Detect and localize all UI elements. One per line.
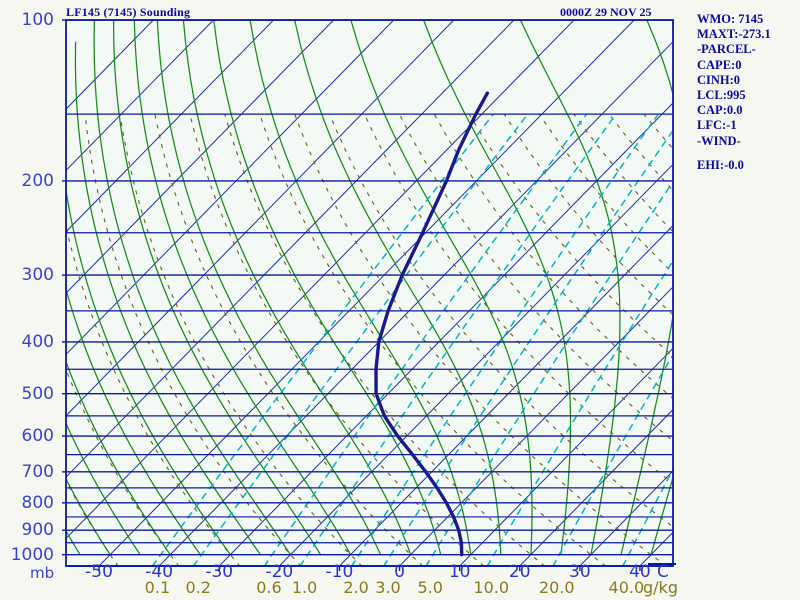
pressure-label: 900 [21, 520, 54, 541]
pressure-label: 200 [21, 170, 54, 191]
plot-lines [66, 20, 673, 566]
temperature-label: -10 [325, 562, 354, 582]
temperature-unit-label: C [657, 562, 669, 582]
moist-adiabat [66, 421, 141, 556]
isotherm [66, 20, 274, 233]
isotherm [66, 20, 515, 478]
moist-adiabat [66, 186, 232, 556]
sounding-info-panel: WMO: 7145 MAXT:-273.1 -PARCEL- CAPE:0 CINH:0… [697, 12, 771, 173]
temperature-label: 20 [508, 562, 531, 582]
isotherm [459, 347, 673, 566]
pressure-label: 400 [21, 331, 54, 352]
info-line: LFC:-1 [697, 118, 737, 133]
temperature-label: 40 [629, 562, 651, 582]
isotherm [66, 20, 214, 172]
temperature-label: -20 [265, 562, 294, 582]
pressure-label: 1000 [10, 544, 54, 565]
info-spacer [697, 149, 771, 158]
pressure-label: 500 [21, 383, 54, 404]
plot-background [66, 20, 673, 566]
info-line: CINH:0 [697, 72, 741, 87]
temperature-label: -40 [145, 562, 174, 582]
temperature-trace [374, 91, 490, 557]
isotherm [66, 20, 395, 356]
mixing-ratio-label: 40.0 [608, 578, 645, 597]
mixing-ratio-label: 0.2 [185, 578, 211, 597]
mixing-ratio-label: 3.0 [375, 578, 401, 597]
temperature-label: 0 [394, 562, 405, 582]
moist-adiabat [66, 287, 201, 556]
temperature-label: 30 [569, 562, 591, 582]
moist-adiabat [66, 477, 111, 556]
moist-adiabat [66, 360, 171, 556]
sounding-timestamp: 0000Z 29 NOV 25 [560, 5, 652, 19]
info-line: WMO: 7145 [697, 12, 764, 26]
isotherm [158, 40, 673, 566]
info-line-ehi: EHI:-0.0 [697, 157, 744, 172]
isotherm [66, 20, 455, 417]
mixing-ratio-label: 10.0 [473, 578, 510, 597]
isotherm [399, 286, 673, 566]
isotherm [98, 20, 635, 566]
mixing-ratio-label: 1.0 [291, 578, 318, 597]
isotherm [278, 163, 673, 566]
temperature-label: -50 [85, 562, 113, 582]
mixing-ratio-unit-label: g/kg [643, 578, 678, 597]
temperature-label: 10 [448, 562, 471, 582]
info-line: -WIND- [697, 133, 741, 148]
pressure-label: 700 [21, 461, 54, 482]
mixing-ratio-label: 5.0 [417, 578, 443, 597]
pressure-unit-label: mb [30, 564, 55, 582]
info-line: CAP:0.0 [697, 103, 743, 118]
mixing-ratio-label: 20.0 [538, 578, 575, 597]
pressure-label: 600 [21, 426, 54, 447]
pressure-label: 800 [21, 492, 54, 513]
info-line: -PARCEL- [697, 42, 756, 57]
info-line: CAPE:0 [697, 57, 742, 72]
isotherm [66, 20, 575, 540]
mixing-ratio-label: 0.6 [256, 578, 282, 597]
info-line: LCL:995 [697, 88, 746, 103]
mixing-ratio-label: 0.1 [144, 578, 171, 597]
info-line: MAXT:-273.1 [697, 27, 771, 42]
pressure-label: 100 [21, 10, 54, 30]
temperature-label: -30 [205, 562, 234, 582]
pressure-label: 300 [21, 265, 54, 286]
page-title: LF145 (7145) Sounding [66, 5, 191, 19]
isotherm [579, 470, 673, 566]
isotherm [519, 408, 673, 566]
mixing-ratio-label: 2.0 [343, 578, 369, 597]
isotherm [218, 102, 673, 566]
